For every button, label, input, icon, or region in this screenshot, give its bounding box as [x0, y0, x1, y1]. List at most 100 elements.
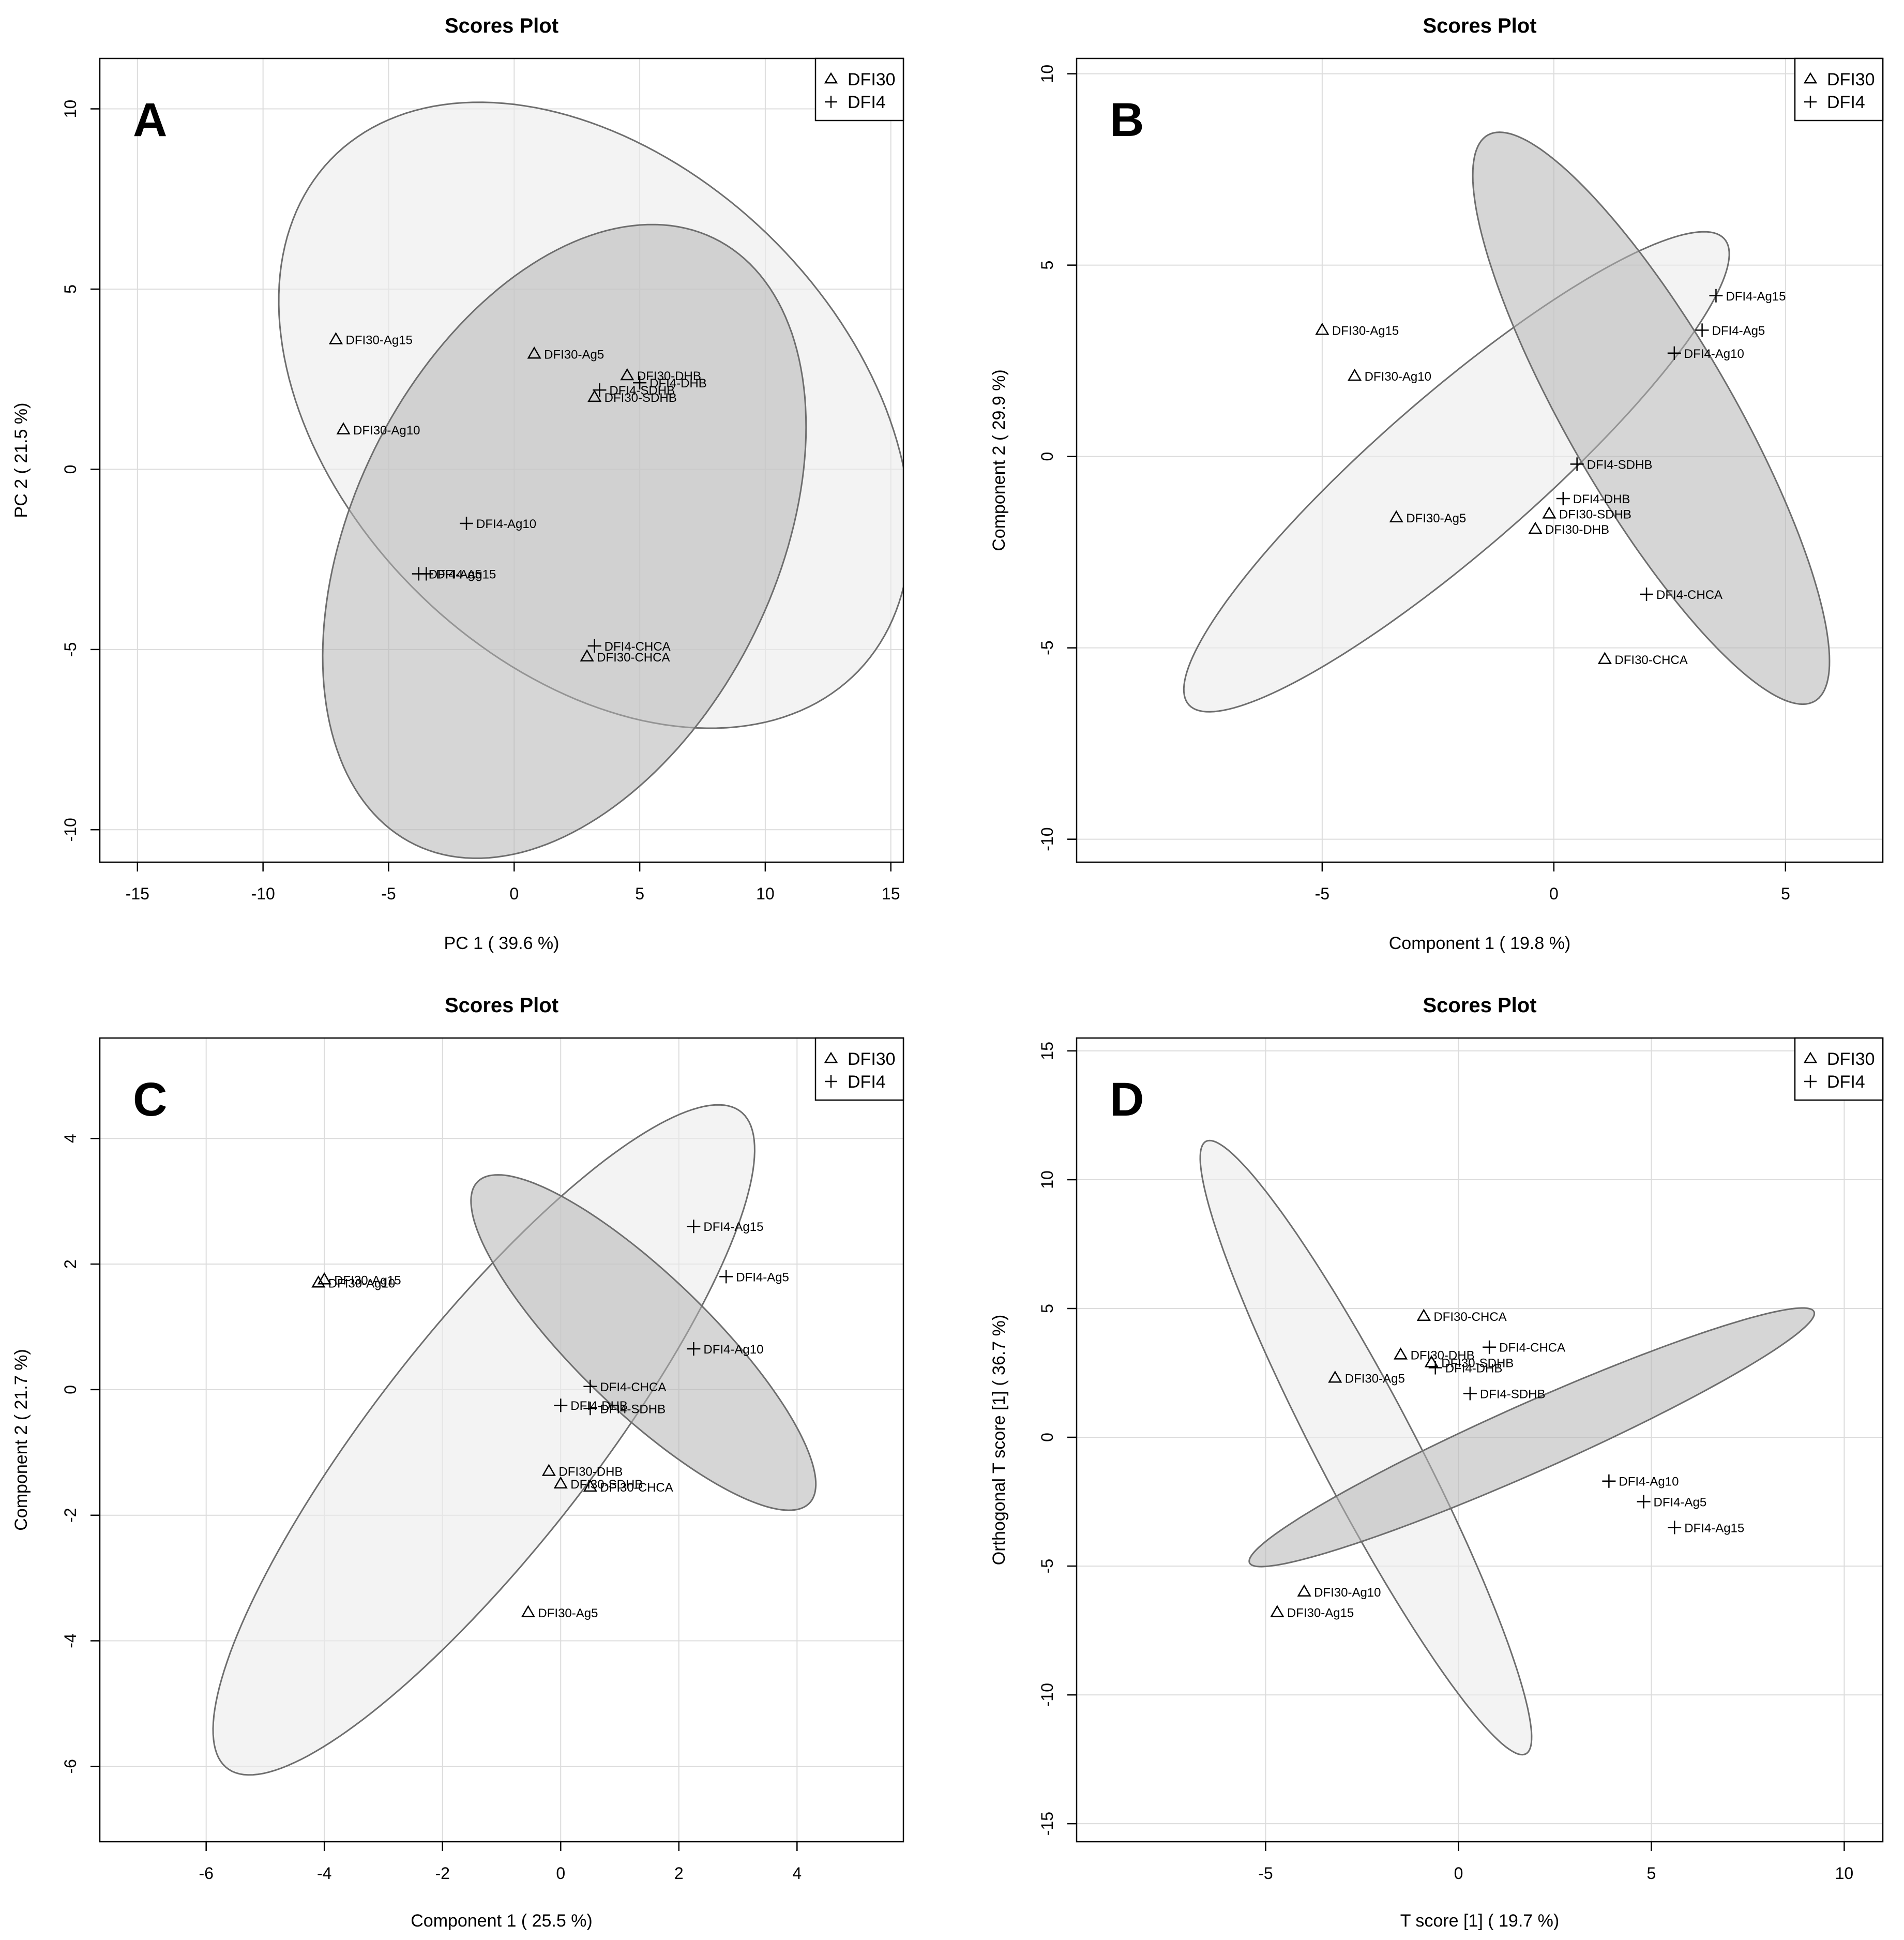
plus-marker — [687, 1342, 701, 1356]
point-label: DFI4-Ag15 — [436, 568, 496, 582]
y-axis-label: Component 2 ( 21.7 %) — [11, 1349, 31, 1531]
panel-letter: D — [1110, 1073, 1144, 1126]
x-tick-label: -10 — [251, 884, 275, 903]
x-tick-label: -2 — [435, 1864, 450, 1883]
ellipses — [1183, 131, 1831, 713]
legend: DFI30 DFI4 — [814, 57, 904, 122]
plot-title: Scores Plot — [445, 994, 558, 1017]
point-label: DFI4-CHCA — [1499, 1341, 1565, 1355]
data-point: DFI30-CHCA — [583, 1479, 673, 1495]
plot-title: Scores Plot — [1423, 14, 1536, 37]
x-tick-label: 0 — [1549, 884, 1559, 903]
data-point: DFI30-Ag5 — [1328, 1370, 1405, 1386]
y-tick-label: 10 — [1038, 65, 1056, 83]
point-label: DFI30-Ag10 — [1365, 370, 1431, 384]
data-point: DFI30-Ag10 — [336, 422, 420, 438]
plus-marker — [633, 376, 647, 390]
panel-a: DFI30-Ag15 DFI30-Ag10 DFI30-Ag5 DFI30-DHB DF… — [11, 14, 904, 953]
point-label: DFI30-SDHB — [605, 391, 677, 405]
triangle-marker — [587, 389, 602, 402]
point-label: DFI30-Ag5 — [1345, 1372, 1405, 1386]
legend-triangle-icon — [824, 1051, 838, 1063]
point-label: DFI4-Ag15 — [703, 1220, 763, 1234]
legend-box — [814, 1037, 904, 1101]
x-tick-label: 0 — [556, 1864, 565, 1883]
plot-frame — [1076, 1037, 1884, 1843]
data-point: DFI30-Ag15 — [1270, 1605, 1354, 1620]
confidence-ellipse-dfi4 — [322, 223, 807, 859]
plot-frame — [1076, 57, 1884, 863]
x-tick-label: 10 — [756, 884, 775, 903]
point-label: DFI30-Ag15 — [334, 1273, 401, 1287]
data-point: DFI4-Ag15 — [1668, 1521, 1744, 1535]
point-label: DFI30-SDHB — [1559, 508, 1631, 522]
x-axis: -5 0 5 — [1315, 862, 1790, 903]
legend-entry-label: DFI4 — [1827, 93, 1865, 112]
data-point: DFI4-Ag5 — [1695, 323, 1765, 338]
data-point: DFI30-DHB — [541, 1464, 623, 1479]
data-point: DFI4-Ag10 — [460, 516, 536, 531]
y-axis-label: Orthogonal T score [1] ( 36.7 %) — [989, 1315, 1009, 1565]
plus-marker — [719, 1270, 733, 1284]
triangle-marker — [1424, 1355, 1439, 1367]
x-axis-label: PC 1 ( 39.6 %) — [444, 934, 560, 953]
point-label: DFI30-DHB — [1411, 1349, 1475, 1363]
x-tick-label: -5 — [381, 884, 396, 903]
data-point: DFI4-Ag5 — [412, 567, 481, 582]
triangle-marker — [1270, 1605, 1285, 1617]
plot-title: Scores Plot — [445, 14, 558, 37]
legend-entry-label: DFI4 — [848, 1072, 886, 1092]
data-point: DFI30-SDHB — [553, 1476, 643, 1492]
triangle-marker — [311, 1275, 326, 1288]
panel-c: DFI30-Ag15DFI30-Ag10DFI30-DHBDFI30-SDHBD… — [11, 994, 904, 1931]
y-tick-label: 4 — [61, 1134, 80, 1143]
legend: DFI30 DFI4 — [1794, 1037, 1884, 1101]
y-tick-label: 0 — [61, 1385, 80, 1394]
point-label: DFI30-Ag15 — [1332, 324, 1399, 338]
data-point: DFI30-Ag15 — [328, 332, 413, 348]
x-axis: -6 -4 -2 0 2 4 — [199, 1842, 802, 1883]
x-axis-label: Component 1 ( 19.8 %) — [1389, 934, 1571, 953]
point-label: DFI4-DHB — [570, 1399, 628, 1413]
point-label: DFI30-SDHB — [1441, 1357, 1514, 1371]
triangle-marker — [1328, 1370, 1342, 1383]
y-tick-label: -5 — [1038, 1559, 1056, 1573]
point-label: DFI4-CHCA — [600, 1380, 666, 1394]
x-tick-label: 10 — [1835, 1864, 1854, 1883]
point-label: DFI30-Ag15 — [345, 334, 412, 348]
point-label: DFI4-Ag15 — [1726, 290, 1786, 304]
point-label: DFI4-Ag5 — [736, 1270, 789, 1284]
y-tick-label: 10 — [1038, 1170, 1056, 1189]
ellipses — [278, 101, 903, 859]
x-tick-label: -5 — [1315, 884, 1329, 903]
point-label: DFI30-DHB — [1545, 523, 1609, 537]
plus-marker — [1463, 1387, 1477, 1401]
point-label: DFI4-Ag15 — [1684, 1521, 1744, 1535]
point-label: DFI30-Ag5 — [544, 348, 604, 362]
y-tick-label: 15 — [1038, 1042, 1056, 1060]
x-tick-label: -6 — [199, 1864, 213, 1883]
triangle-marker — [1416, 1309, 1431, 1321]
x-axis: -5 0 5 10 — [1258, 1842, 1853, 1883]
data-point: DFI30-SDHB — [1542, 506, 1631, 522]
plus-marker — [1709, 289, 1723, 303]
triangle-marker — [1389, 510, 1403, 523]
point-label: DFI30-Ag10 — [353, 424, 420, 438]
triangle-marker — [541, 1464, 556, 1476]
x-tick-label: 15 — [882, 884, 900, 903]
legend-box — [814, 57, 904, 122]
data-point: DFI30-Ag5 — [527, 346, 604, 362]
y-tick-label: -10 — [1038, 1683, 1056, 1707]
data-point: DFI4-DHB — [1556, 492, 1630, 506]
data-point: DFI30-DHB — [620, 368, 701, 383]
triangle-marker — [527, 346, 541, 359]
point-label: DFI4-CHCA — [1656, 588, 1722, 602]
data-point: DFI30-CHCA — [1597, 652, 1688, 667]
data-point: DFI4-SDHB — [1463, 1387, 1546, 1401]
grid — [1077, 1038, 1883, 1842]
panel-letter: B — [1110, 94, 1144, 146]
plus-marker — [593, 383, 607, 397]
ellipses — [1199, 1139, 1816, 1756]
plus-marker — [1637, 1495, 1651, 1509]
plus-marker — [1556, 492, 1570, 505]
